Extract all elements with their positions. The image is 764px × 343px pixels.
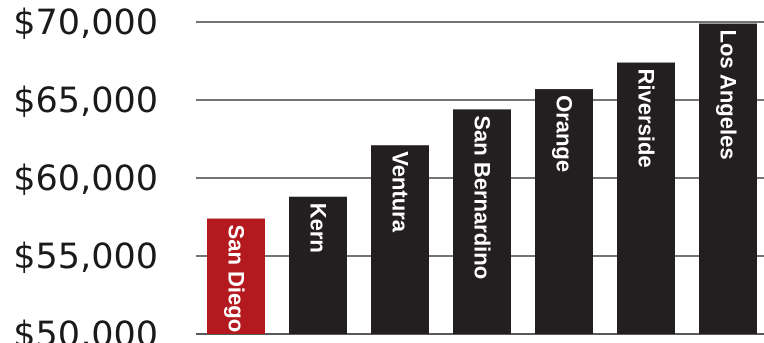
- bar-san-bernardino: [453, 109, 511, 334]
- bar-ventura: [371, 145, 429, 334]
- y-tick-label: $70,000: [13, 3, 158, 43]
- y-axis-tick-labels: $50,000 $55,000 $60,000 $65,000 $70,000: [13, 3, 158, 343]
- y-tick-label: $65,000: [13, 81, 158, 121]
- bar-label: Kern: [306, 203, 331, 253]
- bar-label: San Bernardino: [470, 115, 495, 279]
- y-tick-label: $50,000: [13, 315, 158, 343]
- y-tick-label: $60,000: [13, 159, 158, 199]
- bar-label: Los Angeles: [716, 30, 741, 160]
- bar-riverside: [617, 62, 675, 335]
- bar-label: Orange: [552, 95, 577, 172]
- bar-san-diego: [207, 218, 265, 334]
- y-tick-label: $55,000: [13, 237, 158, 277]
- bar-label: Riverside: [634, 69, 659, 168]
- bar-label: Ventura: [388, 151, 413, 232]
- bar-kern: [289, 196, 347, 334]
- bar-los-angeles: [699, 23, 757, 335]
- bar-labels: San Diego Kern Ventura San Bernardino Orange…: [224, 30, 741, 333]
- bar-label: San Diego: [224, 225, 249, 333]
- bar-orange: [535, 89, 593, 334]
- bars: [207, 23, 757, 335]
